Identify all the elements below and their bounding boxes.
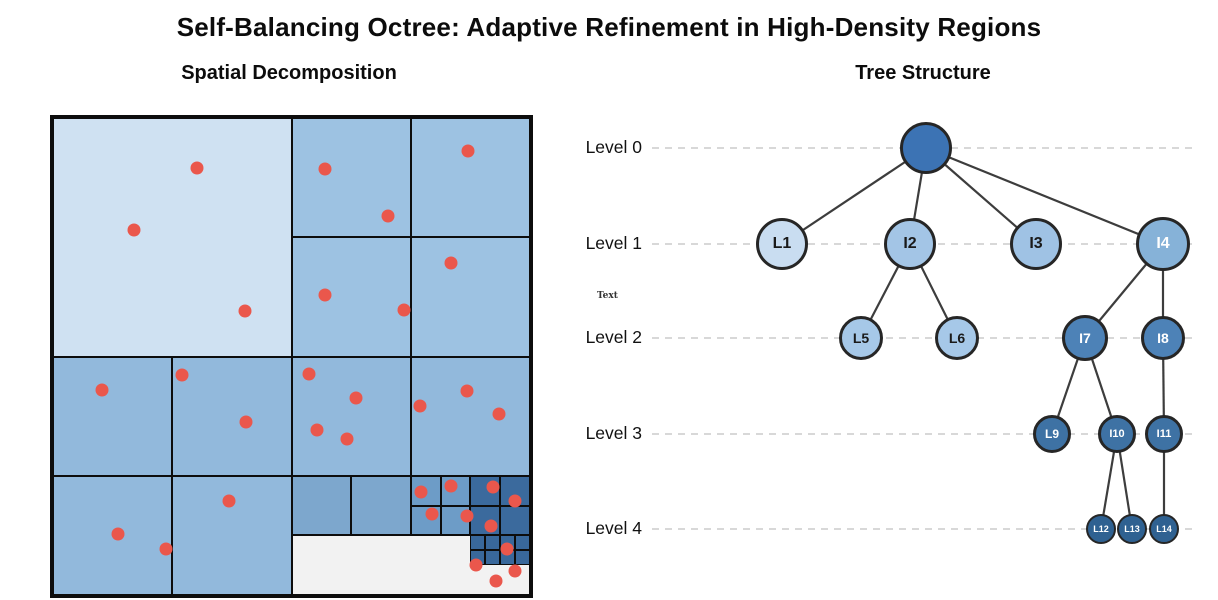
spatial-cell <box>515 550 530 566</box>
tree-node-L5: L5 <box>839 316 883 360</box>
spatial-cell <box>410 505 441 536</box>
stray-text: Text <box>597 291 618 301</box>
tree-node-I11: I11 <box>1145 415 1183 453</box>
tree-node-L13: L13 <box>1117 514 1147 544</box>
figure-title: Self-Balancing Octree: Adaptive Refineme… <box>176 12 1042 42</box>
spatial-panel-title: Spatial Decomposition <box>181 62 397 84</box>
spatial-cell <box>470 550 486 566</box>
spatial-cell <box>291 237 411 357</box>
spatial-cell <box>351 475 411 536</box>
spatial-cell <box>53 356 173 476</box>
spatial-panel <box>50 115 533 598</box>
tree-node-I8: I8 <box>1141 316 1185 360</box>
spatial-cell <box>172 356 292 476</box>
tree-node-I10: I10 <box>1098 415 1136 453</box>
spatial-cell <box>410 118 530 238</box>
tree-panel-title: Tree Structure <box>855 62 991 84</box>
level-label-3: Level 3 <box>585 423 642 444</box>
spatial-cell <box>172 475 292 595</box>
tree-node-I7: I7 <box>1062 315 1108 361</box>
spatial-cell <box>291 475 352 536</box>
tree-node-I4: I4 <box>1136 217 1190 271</box>
spatial-cell <box>440 505 471 536</box>
spatial-cell <box>53 118 292 357</box>
spatial-cell <box>470 475 501 506</box>
spatial-cell <box>500 475 530 506</box>
spatial-cell <box>410 475 441 506</box>
tree-node-L1: L1 <box>756 218 808 270</box>
spatial-cell <box>291 118 411 238</box>
tree-node-L12: L12 <box>1086 514 1116 544</box>
level-label-4: Level 4 <box>585 518 642 539</box>
spatial-cell <box>485 550 501 566</box>
spatial-cell <box>410 356 530 476</box>
level-label-2: Level 2 <box>585 327 642 348</box>
tree-node-L6: L6 <box>935 316 979 360</box>
tree-node-L14: L14 <box>1149 514 1179 544</box>
spatial-cell <box>470 505 501 536</box>
spatial-cell <box>440 475 471 506</box>
level-label-1: Level 1 <box>585 233 642 254</box>
spatial-cell <box>291 356 411 476</box>
spatial-cell <box>410 237 530 357</box>
spatial-cell <box>470 535 486 551</box>
spatial-cell <box>500 535 516 551</box>
spatial-cell <box>515 535 530 551</box>
spatial-cell <box>500 550 516 566</box>
spatial-cell <box>53 475 173 595</box>
spatial-cell <box>500 505 530 536</box>
spatial-cell <box>485 535 501 551</box>
tree-node-L9: L9 <box>1033 415 1071 453</box>
level-label-0: Level 0 <box>585 137 642 158</box>
tree-node-I3: I3 <box>1010 218 1062 270</box>
tree-node-I2: I2 <box>884 218 936 270</box>
tree-node-root <box>900 122 952 174</box>
